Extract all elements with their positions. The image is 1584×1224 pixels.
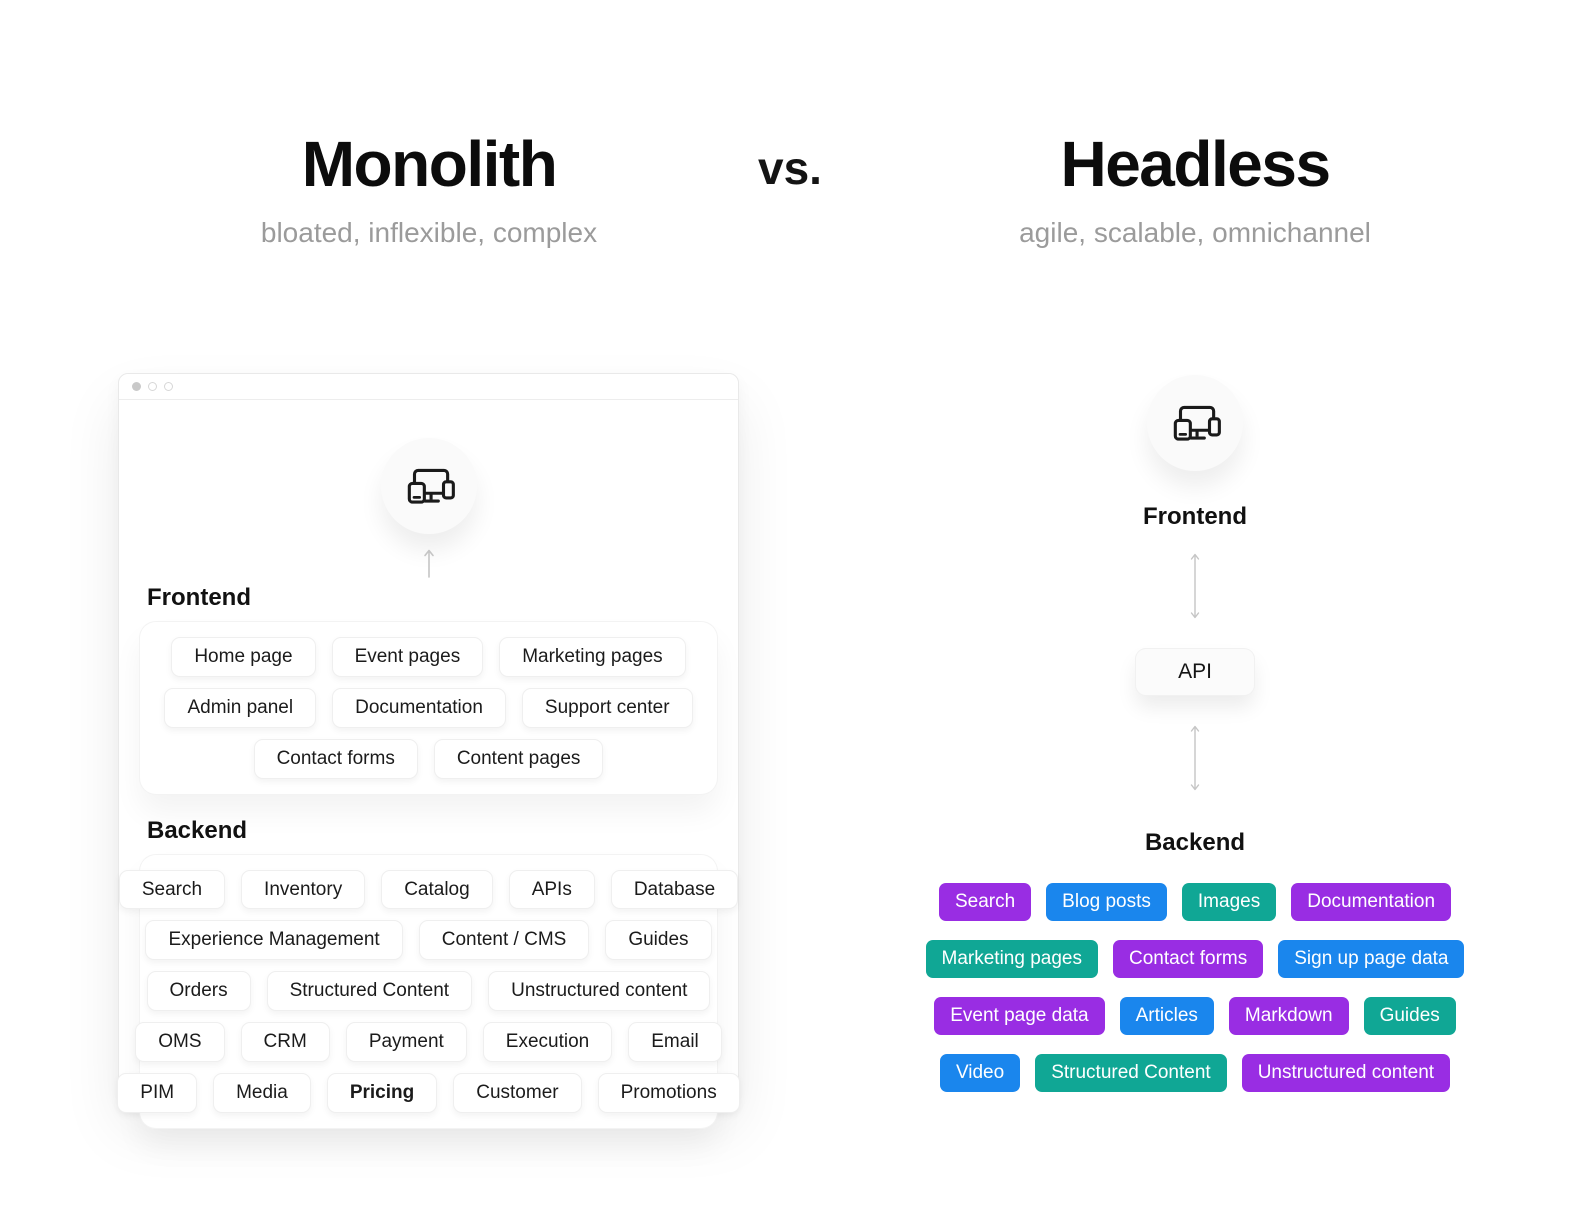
window-titlebar bbox=[119, 374, 738, 400]
module-chip: Structured Content bbox=[266, 971, 473, 1012]
window-body: Frontend Home page Event pages Marketing p… bbox=[117, 438, 740, 1128]
module-chip: Content / CMS bbox=[418, 920, 590, 961]
module-chip: Unstructured content bbox=[488, 971, 711, 1012]
window-control-dot bbox=[132, 382, 141, 391]
module-chip: APIs bbox=[508, 869, 595, 910]
vs-separator: vs. bbox=[758, 142, 822, 194]
module-chip: Database bbox=[610, 869, 739, 910]
headless-backend-label: Backend bbox=[1144, 829, 1246, 857]
chip-row: Search Blog posts Images Documentation bbox=[905, 883, 1485, 921]
module-chip: CRM bbox=[240, 1022, 330, 1062]
module-chip: Marketing pages bbox=[499, 637, 686, 677]
monolith-title: Monolith bbox=[301, 128, 558, 200]
module-chip: Guides bbox=[605, 920, 712, 961]
content-chip: Unstructured content bbox=[1241, 1053, 1451, 1092]
chip-row: Marketing pages Contact forms Sign up page… bbox=[905, 939, 1485, 978]
frontend-modules-card: Home page Event pages Marketing pages Admin… bbox=[140, 622, 717, 794]
module-chip: Email bbox=[628, 1022, 722, 1062]
module-chip: Catalog bbox=[381, 869, 493, 910]
module-chip: Search bbox=[118, 869, 226, 910]
content-chip: Markdown bbox=[1228, 996, 1349, 1035]
module-chip: Documentation bbox=[332, 687, 506, 728]
browser-window: Frontend Home page Event pages Marketing p… bbox=[117, 373, 740, 1128]
module-chip: OMS bbox=[135, 1022, 225, 1062]
module-chip: Orders bbox=[146, 971, 251, 1012]
module-chip: Content pages bbox=[433, 738, 604, 779]
chip-row: Orders Structured Content Unstructured con… bbox=[146, 971, 711, 1012]
chip-row: Event page data Articles Markdown Guides bbox=[905, 996, 1485, 1035]
content-chip: Search bbox=[938, 883, 1032, 921]
module-chip: Payment bbox=[345, 1022, 467, 1062]
content-chip: Video bbox=[939, 1053, 1021, 1092]
content-chip: Documentation bbox=[1291, 883, 1452, 921]
module-chip: Customer bbox=[453, 1072, 582, 1113]
arrow-up-icon bbox=[423, 549, 434, 578]
monolith-subtitle: bloated, inflexible, complex bbox=[260, 217, 598, 248]
content-chip: Blog posts bbox=[1046, 883, 1167, 921]
content-chip: Sign up page data bbox=[1278, 939, 1465, 978]
chip-row: Admin panel Documentation Support center bbox=[152, 687, 705, 728]
headless-content-chips: Search Blog posts Images Documentation Marke… bbox=[905, 883, 1485, 1092]
chip-row: PIM Media Pricing Customer Promotions bbox=[117, 1072, 740, 1113]
headless-stack: Frontend API Backend Search Blog posts Ima… bbox=[905, 375, 1485, 1092]
frontend-section-label: Frontend bbox=[147, 584, 251, 611]
headless-header: Headless agile, scalable, omnichannel bbox=[905, 132, 1485, 249]
module-chip: Inventory bbox=[241, 869, 366, 910]
content-chip: Articles bbox=[1119, 996, 1214, 1035]
headless-title: Headless bbox=[1060, 128, 1331, 200]
module-chip: Promotions bbox=[597, 1072, 740, 1113]
api-box: API bbox=[1136, 649, 1254, 696]
chip-row: Search Inventory Catalog APIs Database bbox=[118, 869, 739, 910]
content-chip: Contact forms bbox=[1112, 939, 1264, 978]
devices-icon bbox=[407, 468, 455, 504]
backend-modules-card: Search Inventory Catalog APIs Database Experi… bbox=[117, 854, 740, 1128]
module-chip: PIM bbox=[117, 1072, 198, 1113]
chip-row: Experience Management Content / CMS Guides bbox=[145, 920, 712, 961]
module-chip: Media bbox=[213, 1072, 311, 1113]
frontend-device-badge bbox=[380, 438, 477, 534]
module-chip: Support center bbox=[521, 687, 693, 728]
chip-row: Home page Event pages Marketing pages bbox=[152, 637, 705, 677]
devices-icon bbox=[1173, 405, 1221, 441]
monolith-header: Monolith bloated, inflexible, complex bbox=[118, 132, 740, 249]
window-control-dot bbox=[164, 382, 173, 391]
arrow-vertical-double-icon bbox=[1190, 553, 1200, 619]
content-chip: Marketing pages bbox=[925, 939, 1098, 978]
window-control-dot bbox=[148, 382, 157, 391]
headless-frontend-label: Frontend bbox=[1143, 503, 1247, 530]
content-chip: Event page data bbox=[934, 996, 1105, 1035]
frontend-device-badge bbox=[1147, 375, 1243, 471]
module-chip: Event pages bbox=[331, 637, 484, 677]
module-chip: Admin panel bbox=[164, 687, 317, 728]
content-chip: Guides bbox=[1363, 996, 1456, 1035]
backend-section-label: Backend bbox=[147, 816, 248, 844]
module-chip: Experience Management bbox=[145, 920, 403, 961]
headless-subtitle: agile, scalable, omnichannel bbox=[1019, 217, 1371, 248]
chip-row: Contact forms Content pages bbox=[152, 738, 705, 779]
content-chip: Structured Content bbox=[1035, 1053, 1227, 1092]
module-chip: Execution bbox=[482, 1022, 613, 1062]
arrow-vertical-double-icon bbox=[1190, 725, 1200, 791]
content-chip: Images bbox=[1181, 883, 1277, 921]
module-chip: Home page bbox=[171, 637, 316, 677]
chip-row: Video Structured Content Unstructured cont… bbox=[905, 1053, 1485, 1092]
module-chip: Pricing bbox=[326, 1072, 438, 1113]
chip-row: OMS CRM Payment Execution Email bbox=[135, 1022, 722, 1062]
module-chip: Contact forms bbox=[253, 738, 418, 779]
